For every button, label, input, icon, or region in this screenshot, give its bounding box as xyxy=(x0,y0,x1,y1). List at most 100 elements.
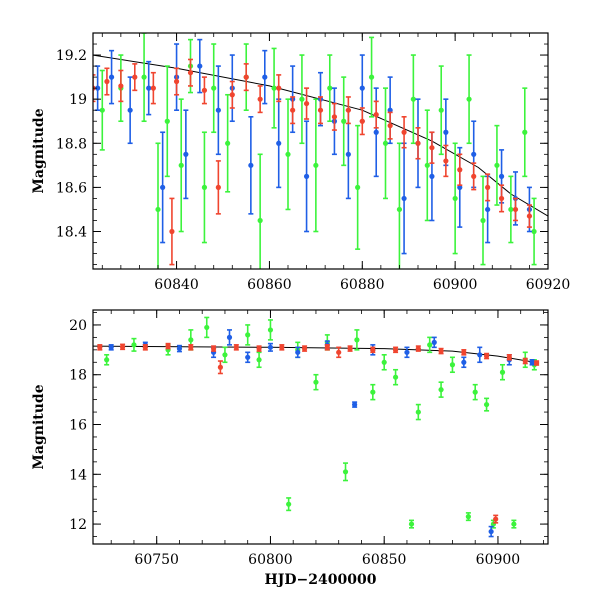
data-point xyxy=(188,344,194,351)
data-point xyxy=(331,102,338,131)
bottom-panel: 60750 60800 60850 60900 12 14 16 18 20 Magnitude H… xyxy=(31,309,549,588)
plot-frame xyxy=(92,309,549,545)
data-point xyxy=(327,54,333,123)
data-point xyxy=(493,514,499,524)
data-point xyxy=(256,351,262,369)
data-point xyxy=(245,324,251,346)
data-point xyxy=(511,519,517,529)
data-point xyxy=(160,131,166,244)
data-point xyxy=(506,354,512,361)
data-point xyxy=(211,43,217,134)
data-point xyxy=(483,397,490,412)
data-point xyxy=(410,54,416,145)
data-point xyxy=(461,349,467,356)
data-point xyxy=(529,358,535,366)
data-point xyxy=(95,65,101,111)
y-tick-label: 18.8 xyxy=(56,136,87,152)
data-point xyxy=(215,65,221,156)
data-point xyxy=(368,36,375,118)
data-point xyxy=(222,346,228,364)
data-point xyxy=(279,344,285,351)
data-point xyxy=(104,354,110,366)
data-point xyxy=(313,373,319,391)
y-tick-label: 19 xyxy=(69,92,87,108)
data-point xyxy=(373,100,379,129)
x-tick-label: 60900 xyxy=(476,552,521,568)
data-point xyxy=(187,58,194,87)
data-point xyxy=(285,98,291,211)
data-point xyxy=(256,345,262,352)
data-point xyxy=(438,347,444,355)
data-point xyxy=(415,403,421,421)
data-point xyxy=(248,116,254,215)
data-point xyxy=(472,383,478,401)
data-point xyxy=(108,49,115,105)
data-point xyxy=(108,344,114,351)
data-point xyxy=(243,63,249,92)
y-axis-label: Magnitude xyxy=(31,384,47,469)
data-point xyxy=(498,184,505,213)
data-point xyxy=(415,345,421,352)
y-tick-label: 16 xyxy=(69,418,87,434)
data-point xyxy=(370,383,376,401)
data-point xyxy=(267,319,274,341)
data-point xyxy=(427,336,433,354)
data-point xyxy=(477,346,483,364)
series-2 xyxy=(97,342,540,524)
data-point xyxy=(142,344,148,351)
data-point xyxy=(229,80,235,109)
data-point xyxy=(303,120,310,233)
data-point xyxy=(438,65,444,156)
series-0 xyxy=(99,33,537,269)
y-tick-label: 20 xyxy=(69,318,87,334)
data-point xyxy=(480,175,486,266)
top-panel: 60840 60860 60880 60900 60920 18.4 18.6 18.8 19 1… xyxy=(31,32,570,293)
data-point xyxy=(534,360,540,366)
plot-area xyxy=(93,33,548,269)
data-point xyxy=(197,38,203,94)
data-point xyxy=(299,54,305,145)
data-point xyxy=(286,497,292,512)
data-point xyxy=(347,345,353,352)
data-point xyxy=(295,346,301,359)
data-point xyxy=(342,462,349,482)
data-point xyxy=(341,76,347,167)
series-1 xyxy=(108,329,535,538)
series-1 xyxy=(95,38,533,255)
data-point xyxy=(104,67,110,96)
data-point xyxy=(119,343,126,351)
data-point xyxy=(165,342,171,350)
data-point xyxy=(424,109,430,222)
data-point xyxy=(461,356,467,369)
data-point xyxy=(408,519,415,529)
x-tick-label: 60840 xyxy=(154,277,199,293)
data-point xyxy=(210,345,217,352)
x-tick-label: 60850 xyxy=(362,552,407,568)
data-point xyxy=(262,49,268,105)
data-point xyxy=(392,346,399,354)
data-point xyxy=(317,96,324,125)
data-point xyxy=(483,352,490,360)
data-point xyxy=(131,337,137,352)
y-tick-label: 18.6 xyxy=(56,180,87,196)
y-tick-label: 18.4 xyxy=(56,225,87,241)
data-point xyxy=(301,345,308,352)
data-point xyxy=(345,96,351,125)
data-point xyxy=(396,142,403,269)
series-2 xyxy=(93,58,533,266)
data-point xyxy=(359,107,365,136)
data-point xyxy=(526,204,533,228)
data-point xyxy=(176,344,183,353)
data-point xyxy=(354,329,360,351)
data-point xyxy=(452,142,458,255)
data-point xyxy=(178,98,184,233)
data-point xyxy=(201,76,208,105)
x-tick-label: 60750 xyxy=(134,552,179,568)
x-tick-label: 60900 xyxy=(433,277,478,293)
data-point xyxy=(118,69,124,103)
data-point xyxy=(132,63,138,92)
data-point xyxy=(387,111,393,140)
model-curve xyxy=(93,345,539,364)
data-point xyxy=(99,69,105,151)
